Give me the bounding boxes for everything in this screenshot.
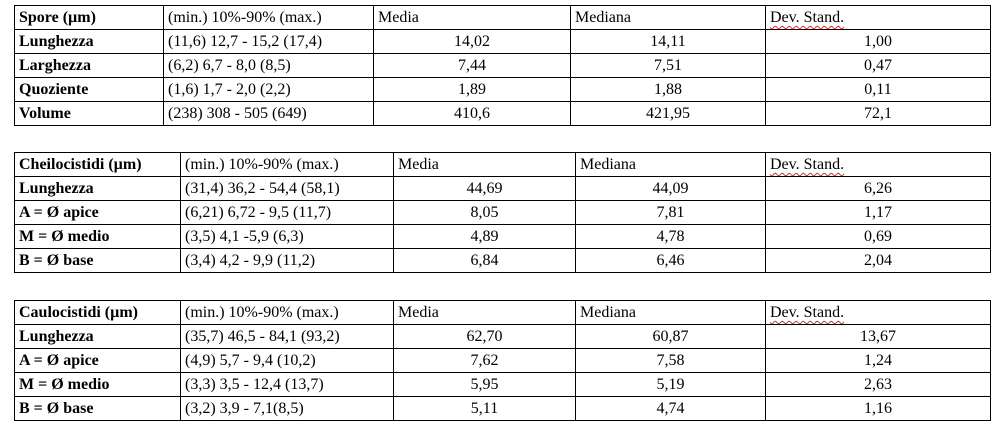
table-cell: 44,09 [575,176,766,201]
table-cell: Media [393,300,576,325]
data-row: A = Ø apice (6,21) 6,72 - 9,5 (11,7) 8,05 7… [14,200,991,225]
table-cell: (1,6) 1,7 - 2,0 (2,2) [163,77,374,102]
data-row: Quoziente (1,6) 1,7 - 2,0 (2,2) 1,89 1,88 0,… [14,77,991,102]
table-cell: 4,74 [575,396,766,421]
row-label: Larghezza [14,53,164,78]
table-cell: (35,7) 46,5 - 84,1 (93,2) [180,324,394,349]
table-cell: 14,11 [570,29,766,54]
table-cell: (3,4) 4,2 - 9,9 (11,2) [180,248,394,273]
table-cell: 1,88 [570,77,766,102]
table-cell: (6,2) 6,7 - 8,0 (8,5) [163,53,374,78]
row-label: M = Ø medio [14,372,181,397]
table-cell: Media [373,5,571,30]
row-label: Lunghezza [14,29,164,54]
row-label: Cheilocistidi (µm) [14,152,181,177]
table-cell: 60,87 [575,324,766,349]
data-row: Lunghezza (31,4) 36,2 - 54,4 (58,1) 44,69 4… [14,176,991,201]
table-cell: (3,5) 4,1 -5,9 (6,3) [180,224,394,249]
table-cell: Dev. Stand. [765,5,991,30]
table-cell: 6,46 [575,248,766,273]
row-label: B = Ø base [14,396,181,421]
row-label: Caulocistidi (µm) [14,300,181,325]
table-cell: 5,95 [393,372,576,397]
table-cell: 62,70 [393,324,576,349]
table-cell: (4,9) 5,7 - 9,4 (10,2) [180,348,394,373]
header-row: Spore (µm) (min.) 10%-90% (max.) Media Medi… [14,5,991,30]
table-cell: 1,16 [765,396,991,421]
data-row: Larghezza (6,2) 6,7 - 8,0 (8,5) 7,44 7,51 0,… [14,53,991,78]
header-row: Caulocistidi (µm) (min.) 10%-90% (max.) Me… [14,300,991,325]
table-cell: 1,17 [765,200,991,225]
row-label: Lunghezza [14,176,181,201]
table-cell: 5,11 [393,396,576,421]
table-cell: 2,04 [765,248,991,273]
table-cell: Dev. Stand. [765,300,991,325]
table-cell: 14,02 [373,29,571,54]
table-cell: 0,11 [765,77,991,102]
row-label: Quoziente [14,77,164,102]
table-cell: (3,2) 3,9 - 7,1(8,5) [180,396,394,421]
table-cell: 72,1 [765,101,991,126]
table-cell: (3,3) 3,5 - 12,4 (13,7) [180,372,394,397]
table-cell: 7,44 [373,53,571,78]
data-table: Spore (µm) (min.) 10%-90% (max.) Media Medi… [14,5,991,126]
data-table: Cheilocistidi (µm) (min.) 10%-90% (max.) M… [14,152,991,273]
row-label: M = Ø medio [14,224,181,249]
data-row: M = Ø medio (3,3) 3,5 - 12,4 (13,7) 5,95 5,… [14,372,991,397]
table-cell: 1,24 [765,348,991,373]
data-row: Lunghezza (35,7) 46,5 - 84,1 (93,2) 62,70 6… [14,324,991,349]
table-cell: 410,6 [373,101,571,126]
table-cell: 44,69 [393,176,576,201]
table-cell: (6,21) 6,72 - 9,5 (11,7) [180,200,394,225]
row-label: Lunghezza [14,324,181,349]
data-row: Lunghezza (11,6) 12,7 - 15,2 (17,4) 14,02 1… [14,29,991,54]
table-cell: 6,84 [393,248,576,273]
row-label: A = Ø apice [14,200,181,225]
row-label: B = Ø base [14,248,181,273]
table-cell: (11,6) 12,7 - 15,2 (17,4) [163,29,374,54]
data-row: Volume (238) 308 - 505 (649) 410,6 421,95 72… [14,101,991,126]
data-row: B = Ø base (3,2) 3,9 - 7,1(8,5) 5,11 4,74 1,… [14,396,991,421]
data-table: Caulocistidi (µm) (min.) 10%-90% (max.) Me… [14,300,991,421]
table-cell: Media [393,152,576,177]
table-cell: (min.) 10%-90% (max.) [180,152,394,177]
table-cell: Mediana [575,152,766,177]
table-cell: 8,05 [393,200,576,225]
table-cell: Mediana [575,300,766,325]
table-cell: (238) 308 - 505 (649) [163,101,374,126]
row-label: Spore (µm) [14,5,164,30]
table-cell: (31,4) 36,2 - 54,4 (58,1) [180,176,394,201]
table-cell: 4,89 [393,224,576,249]
data-row: A = Ø apice (4,9) 5,7 - 9,4 (10,2) 7,62 7,5… [14,348,991,373]
table-cell: 7,62 [393,348,576,373]
table-cell: 2,63 [765,372,991,397]
table-cell: 421,95 [570,101,766,126]
table-cell: (min.) 10%-90% (max.) [163,5,374,30]
data-row: B = Ø base (3,4) 4,2 - 9,9 (11,2) 6,84 6,46… [14,248,991,273]
table-cell: 1,89 [373,77,571,102]
row-label: A = Ø apice [14,348,181,373]
table-cell: 7,58 [575,348,766,373]
table-cell: 0,47 [765,53,991,78]
table-cell: 0,69 [765,224,991,249]
table-cell: 4,78 [575,224,766,249]
table-cell: 5,19 [575,372,766,397]
header-text: Dev. Stand. [770,304,845,321]
header-text: Dev. Stand. [770,9,845,26]
header-text: Dev. Stand. [770,156,845,173]
table-cell: 13,67 [765,324,991,349]
table-cell: 1,00 [765,29,991,54]
table-cell: 7,81 [575,200,766,225]
table-cell: Mediana [570,5,766,30]
table-cell: (min.) 10%-90% (max.) [180,300,394,325]
row-label: Volume [14,101,164,126]
data-row: M = Ø medio (3,5) 4,1 -5,9 (6,3) 4,89 4,78 0… [14,224,991,249]
header-row: Cheilocistidi (µm) (min.) 10%-90% (max.) M… [14,152,991,177]
table-cell: 6,26 [765,176,991,201]
table-cell: Dev. Stand. [765,152,991,177]
table-cell: 7,51 [570,53,766,78]
